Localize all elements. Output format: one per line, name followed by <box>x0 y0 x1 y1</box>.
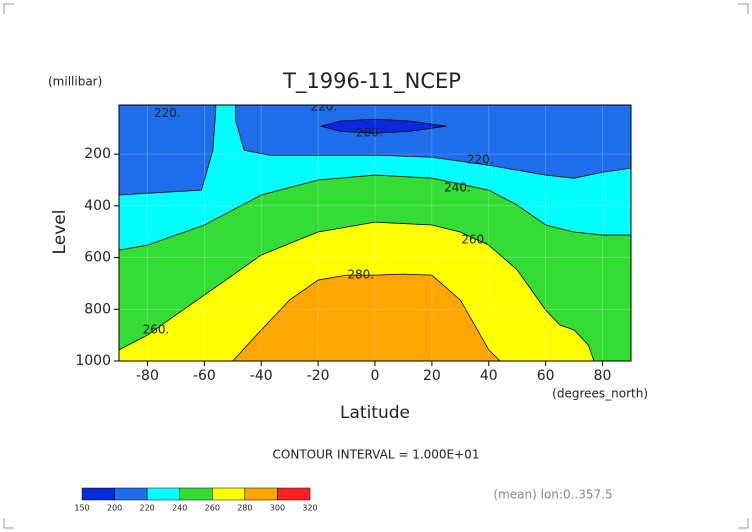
footer-note: (mean) lon:0..357.5 <box>493 488 612 502</box>
y-unit: (millibar) <box>48 75 102 89</box>
colorbar-label: 200 <box>107 504 122 513</box>
x-tick-label: -20 <box>307 368 330 384</box>
contour-label: 200. <box>356 126 383 140</box>
x-axis-label: Latitude <box>340 403 410 423</box>
colorbar-swatch <box>277 487 311 501</box>
y-tick-label: 1000 <box>75 353 111 369</box>
colorbar-label: 320 <box>302 504 317 513</box>
contour-band <box>319 118 447 134</box>
x-tick-label: -80 <box>136 368 159 384</box>
x-unit: (degrees_north) <box>552 387 648 401</box>
x-tick-label: -40 <box>250 368 273 384</box>
y-tick-label: 200 <box>84 146 111 162</box>
colorbar-swatch <box>114 487 148 501</box>
y-axis-label: Level <box>50 210 70 255</box>
x-tick-label: 80 <box>594 368 612 384</box>
colorbar-swatch <box>146 487 180 501</box>
colorbar-label: 260 <box>205 504 220 513</box>
colorbar-swatch <box>179 487 213 501</box>
chart-title: T_1996-11_NCEP <box>282 69 461 94</box>
plot-area: 220. 220. 200. 220. 240. 260. 280. 260. <box>119 100 631 361</box>
colorbar-swatch <box>244 487 278 501</box>
colorbar-label: 300 <box>270 504 285 513</box>
contour-label: 260. <box>143 322 170 336</box>
contour-label: 220. <box>154 106 181 120</box>
x-tick-label: 0 <box>371 368 380 384</box>
contour-label: 220. <box>310 100 337 114</box>
x-tick-label: 20 <box>423 368 441 384</box>
contour-label: 240. <box>444 181 471 195</box>
colorbar-swatch <box>212 487 246 501</box>
contour-band <box>232 273 501 361</box>
colorbar-label: 150 <box>74 504 89 513</box>
contour-label: 220. <box>467 153 494 167</box>
corner-marks <box>3 3 749 529</box>
y-tick-label: 800 <box>84 301 111 317</box>
y-tick-label: 400 <box>84 198 111 214</box>
contour-label: 260. <box>461 232 488 246</box>
x-tick-label: -60 <box>193 368 216 384</box>
x-tick-label: 60 <box>537 368 555 384</box>
x-tick-label: 40 <box>480 368 498 384</box>
contour-note: CONTOUR INTERVAL = 1.000E+01 <box>273 448 480 462</box>
colorbar-label: 280 <box>237 504 252 513</box>
y-tick-label: 600 <box>84 250 111 266</box>
contour-label: 280. <box>347 268 374 282</box>
colorbar-swatch <box>81 487 115 501</box>
colorbar-label: 240 <box>172 504 187 513</box>
colorbar-label: 220 <box>140 504 155 513</box>
